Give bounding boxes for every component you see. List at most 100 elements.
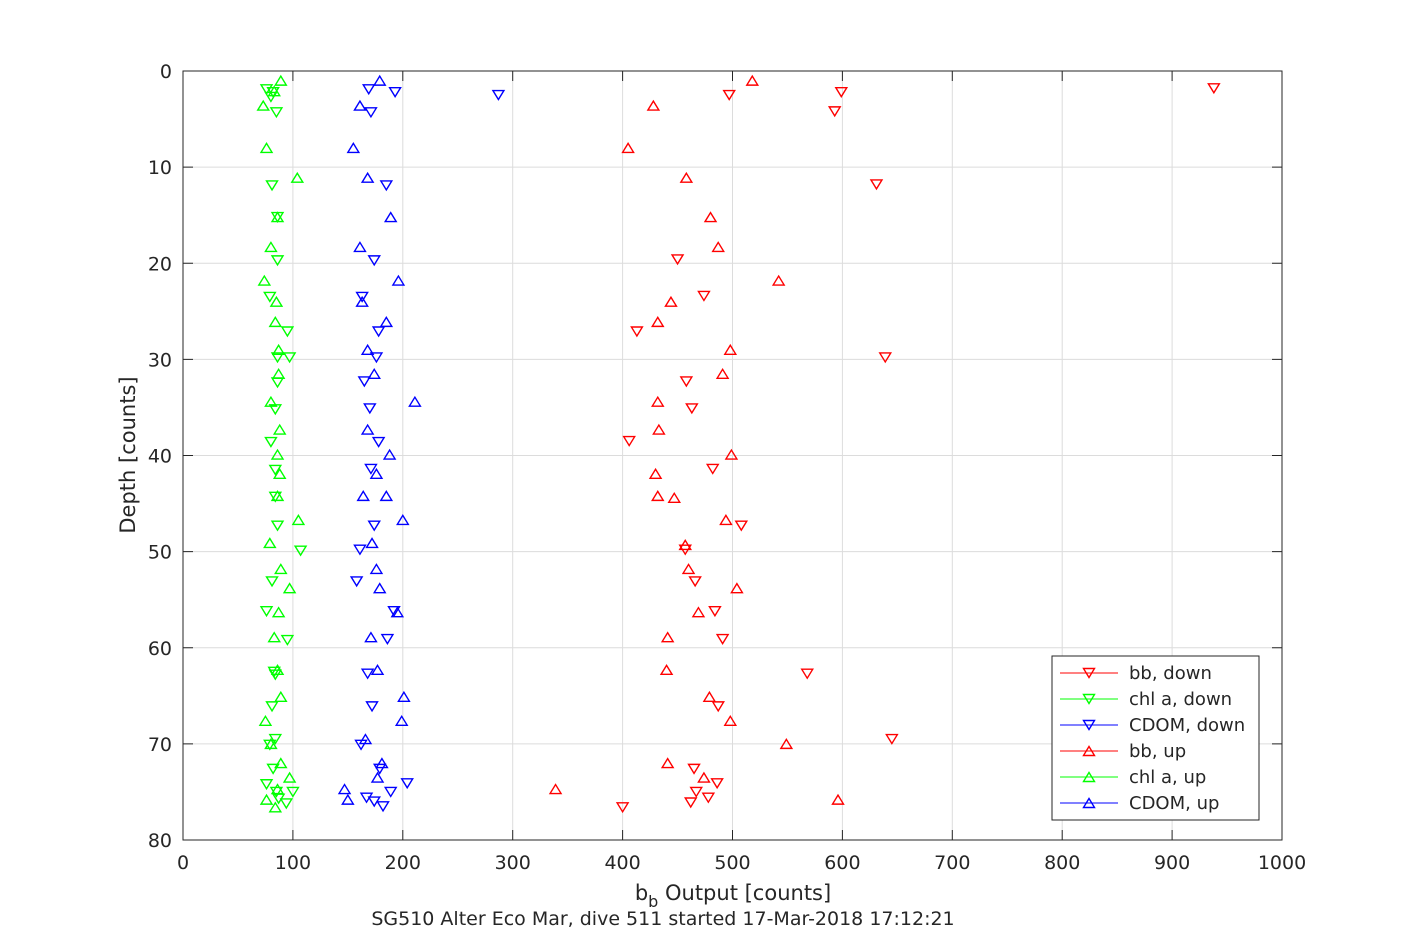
data-point xyxy=(272,423,287,435)
data-point xyxy=(370,664,385,676)
legend-label: bb, up xyxy=(1129,741,1186,762)
data-point xyxy=(264,436,278,448)
data-point xyxy=(387,606,401,618)
data-point xyxy=(722,89,736,101)
data-point xyxy=(691,606,706,618)
data-point xyxy=(800,668,814,680)
y-tick-label: 10 xyxy=(148,157,172,179)
data-point xyxy=(711,241,725,253)
data-point xyxy=(257,274,272,286)
data-point xyxy=(271,343,286,355)
data-point xyxy=(702,690,717,702)
data-point xyxy=(365,701,379,713)
data-point xyxy=(268,733,283,745)
data-point xyxy=(715,633,730,645)
series-3 xyxy=(548,74,845,805)
x-axis-label-main: b xyxy=(635,881,648,905)
data-point xyxy=(364,631,378,643)
data-point xyxy=(270,352,285,364)
y-tick-label: 20 xyxy=(148,253,172,275)
data-point xyxy=(364,107,378,119)
data-point xyxy=(372,763,387,775)
data-point xyxy=(358,733,373,745)
data-point xyxy=(268,464,283,476)
data-point xyxy=(361,84,376,96)
data-point xyxy=(270,255,285,267)
data-point xyxy=(274,757,288,769)
series-4 xyxy=(256,74,306,813)
x-tick-label: 900 xyxy=(1154,852,1190,874)
data-point xyxy=(548,783,563,795)
data-point xyxy=(779,738,794,750)
y-tick-label: 50 xyxy=(148,542,172,564)
data-point xyxy=(264,395,278,407)
data-point xyxy=(268,491,283,503)
data-point xyxy=(356,490,370,502)
data-point xyxy=(369,352,384,364)
data-point xyxy=(367,255,381,267)
data-point xyxy=(372,74,387,86)
x-axis-label-rest: Output [counts] xyxy=(658,881,831,905)
data-point xyxy=(652,423,666,435)
y-tick-label: 80 xyxy=(148,830,172,852)
data-point xyxy=(391,274,406,286)
data-point xyxy=(491,89,506,101)
legend-label: bb, down xyxy=(1129,663,1212,684)
tick-labels: 0 100 200 300 400 500 600 700 800 900 1000 0 10 20 30 4… xyxy=(148,61,1306,874)
data-point xyxy=(630,326,644,338)
data-point xyxy=(360,343,375,355)
series-2 xyxy=(349,84,506,813)
data-point xyxy=(670,254,685,266)
data-point xyxy=(710,778,724,790)
data-point xyxy=(353,99,367,111)
data-point xyxy=(355,291,369,303)
data-point xyxy=(688,576,702,588)
data-point xyxy=(400,778,414,790)
data-point xyxy=(349,576,364,588)
x-tick-label: 200 xyxy=(385,852,421,874)
data-point xyxy=(268,316,283,328)
y-axis-label: Depth [counts] xyxy=(116,376,140,533)
y-tick-label: 70 xyxy=(148,734,172,756)
series-0 xyxy=(615,83,1221,814)
y-tick-label: 30 xyxy=(148,349,172,371)
data-point xyxy=(646,99,661,111)
data-point xyxy=(715,367,730,379)
data-point xyxy=(375,757,389,769)
legend-marker xyxy=(1082,797,1096,809)
legend-label: CDOM, down xyxy=(1129,715,1245,736)
data-point xyxy=(827,106,842,118)
data-point xyxy=(651,395,665,407)
data-point xyxy=(719,514,733,526)
x-tick-label: 300 xyxy=(495,852,531,874)
data-point xyxy=(703,211,718,223)
legend-marker xyxy=(1082,745,1096,757)
data-point xyxy=(258,714,273,727)
y-tick-label: 0 xyxy=(160,61,172,83)
data-point xyxy=(353,241,367,253)
x-tick-label: 500 xyxy=(714,852,750,874)
data-point xyxy=(360,171,375,183)
data-point xyxy=(270,520,285,532)
x-tick-label: 800 xyxy=(1044,852,1080,874)
data-point xyxy=(367,367,381,379)
x-axis-label: bb Output [counts] xyxy=(635,881,831,911)
data-point xyxy=(286,786,300,798)
legend-marker xyxy=(1082,771,1096,783)
data-point xyxy=(270,211,285,223)
data-point xyxy=(365,537,379,549)
x-tick-label: 700 xyxy=(934,852,970,874)
data-point xyxy=(272,467,287,479)
data-point xyxy=(355,295,369,307)
data-point xyxy=(360,423,375,435)
data-point xyxy=(280,634,295,646)
data-point xyxy=(697,290,711,302)
data-point xyxy=(388,86,402,98)
data-point xyxy=(367,520,381,532)
data-point xyxy=(679,376,694,388)
data-point xyxy=(390,606,405,618)
data-point xyxy=(885,733,899,745)
data-point xyxy=(270,664,285,676)
data-point xyxy=(869,179,884,191)
data-point xyxy=(279,798,294,810)
